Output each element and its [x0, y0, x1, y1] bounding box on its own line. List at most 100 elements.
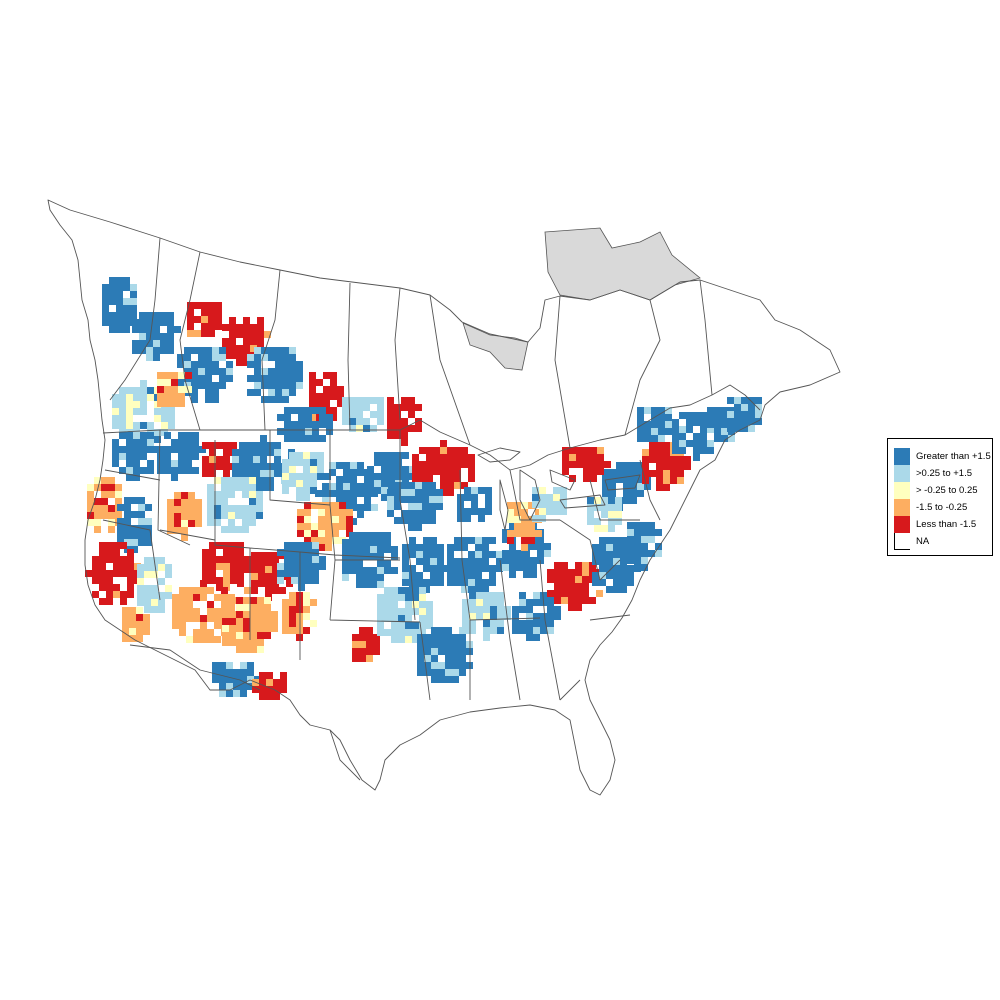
legend-swatch	[894, 499, 910, 516]
trend-cell	[212, 354, 219, 361]
trend-cell	[339, 523, 346, 530]
trend-cell	[229, 331, 236, 338]
trend-cell	[391, 553, 398, 560]
trend-cell	[222, 611, 229, 618]
trend-cell	[257, 611, 264, 618]
trend-cell	[454, 475, 461, 482]
trend-cell	[677, 463, 684, 470]
trend-cell	[185, 446, 192, 453]
trend-cell	[608, 511, 615, 518]
trend-cell	[576, 447, 583, 454]
trend-cell	[431, 669, 438, 676]
trend-cell	[250, 324, 257, 331]
trend-cell	[256, 491, 263, 498]
trend-cell	[140, 387, 147, 394]
trend-cell	[748, 404, 755, 411]
trend-cell	[318, 544, 325, 551]
trend-cell	[623, 483, 630, 490]
trend-cell	[289, 459, 296, 466]
trend-cell	[246, 470, 253, 477]
trend-cell	[304, 516, 311, 523]
trend-cell	[219, 382, 226, 389]
trend-cell	[466, 648, 473, 655]
trend-cell	[461, 586, 468, 593]
trend-cell	[228, 477, 235, 484]
trend-cell	[99, 556, 106, 563]
trend-cell	[641, 522, 648, 529]
trend-cell	[249, 498, 256, 505]
trend-cell	[192, 446, 199, 453]
trend-cell	[330, 372, 337, 379]
trend-cell	[651, 421, 658, 428]
trend-cell	[433, 468, 440, 475]
trend-cell	[171, 474, 178, 481]
trend-cell	[530, 571, 537, 578]
trend-cell	[483, 620, 490, 627]
trend-cell	[363, 397, 370, 404]
trend-cell	[568, 597, 575, 604]
trend-cell	[483, 592, 490, 599]
trend-cell	[547, 576, 554, 583]
trend-cell	[147, 422, 154, 429]
trend-cell	[602, 469, 609, 476]
trend-cell	[464, 508, 471, 515]
trend-cell	[205, 382, 212, 389]
trend-cell	[101, 477, 108, 484]
trend-cell	[728, 407, 735, 414]
trend-cell	[222, 632, 229, 639]
trend-cell	[422, 517, 429, 524]
trend-cell	[94, 498, 101, 505]
trend-cell	[202, 470, 209, 477]
trend-cell	[277, 570, 284, 577]
trend-cell	[546, 501, 553, 508]
trend-cell	[126, 422, 133, 429]
trend-cell	[186, 601, 193, 608]
trend-cell	[229, 597, 236, 604]
trend-cell	[116, 298, 123, 305]
trend-cell	[568, 576, 575, 583]
trend-cell	[323, 393, 330, 400]
trend-cell	[686, 440, 693, 447]
legend-label: NA	[916, 536, 930, 547]
trend-cell	[116, 277, 123, 284]
trend-cell	[475, 565, 482, 572]
trend-cell	[641, 550, 648, 557]
trend-cell	[401, 397, 408, 404]
trend-cell	[356, 404, 363, 411]
trend-cell	[201, 309, 208, 316]
trend-cell	[677, 456, 684, 463]
trend-cell	[452, 676, 459, 683]
trend-cell	[519, 592, 526, 599]
trend-cell	[181, 527, 188, 534]
trend-cell	[129, 621, 136, 628]
trend-cell	[250, 632, 257, 639]
trend-cell	[359, 655, 366, 662]
trend-cell	[416, 579, 423, 586]
trend-cell	[181, 492, 188, 499]
trend-cell	[478, 487, 485, 494]
trend-cell	[539, 501, 546, 508]
trend-cell	[408, 517, 415, 524]
trend-cell	[318, 502, 325, 509]
trend-cell	[124, 532, 131, 539]
trend-cell	[332, 537, 339, 544]
legend-swatch	[894, 482, 910, 499]
trend-cell	[153, 326, 160, 333]
legend-label: Greater than +1.5	[916, 451, 991, 462]
trend-cell	[356, 539, 363, 546]
trend-cell	[324, 473, 331, 480]
trend-cell	[606, 544, 613, 551]
trend-cell	[356, 546, 363, 553]
trend-cell	[158, 564, 165, 571]
trend-cell	[119, 387, 126, 394]
trend-cell	[129, 628, 136, 635]
trend-cell	[755, 397, 762, 404]
trend-cell	[316, 400, 323, 407]
trend-cell	[423, 586, 430, 593]
trend-cell	[209, 442, 216, 449]
trend-cell	[191, 396, 198, 403]
trend-cell	[129, 607, 136, 614]
trend-cell	[623, 462, 630, 469]
trend-cell	[528, 502, 535, 509]
trend-cell	[575, 569, 582, 576]
